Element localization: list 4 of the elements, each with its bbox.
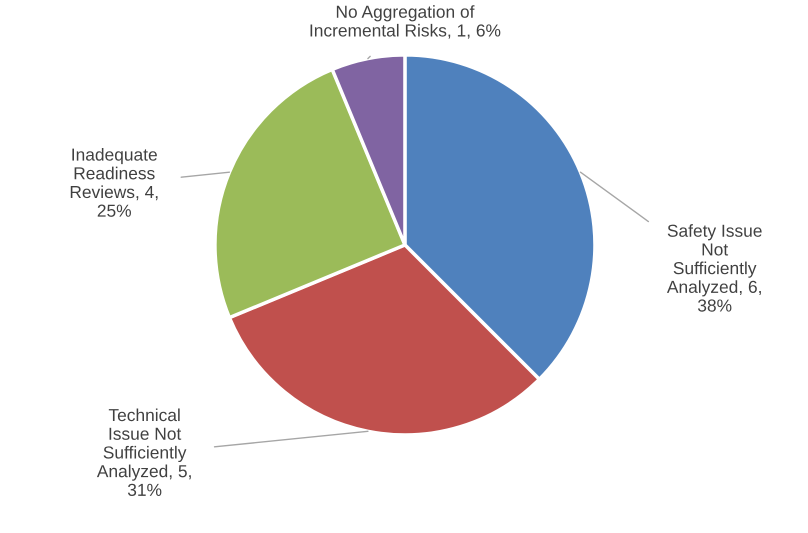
slice-label: No Aggregation of Incremental Risks, 1, 6%: [310, 5, 500, 39]
slice-label: Inadequate Readiness Reviews, 4, 25%: [70, 148, 158, 217]
slice-label: Technical Issue Not Sufficiently Analyzed, 5, 31%: [96, 408, 191, 496]
slice-label: Safety Issue Not Sufficiently Analyzed, 6, 38%: [666, 224, 762, 312]
